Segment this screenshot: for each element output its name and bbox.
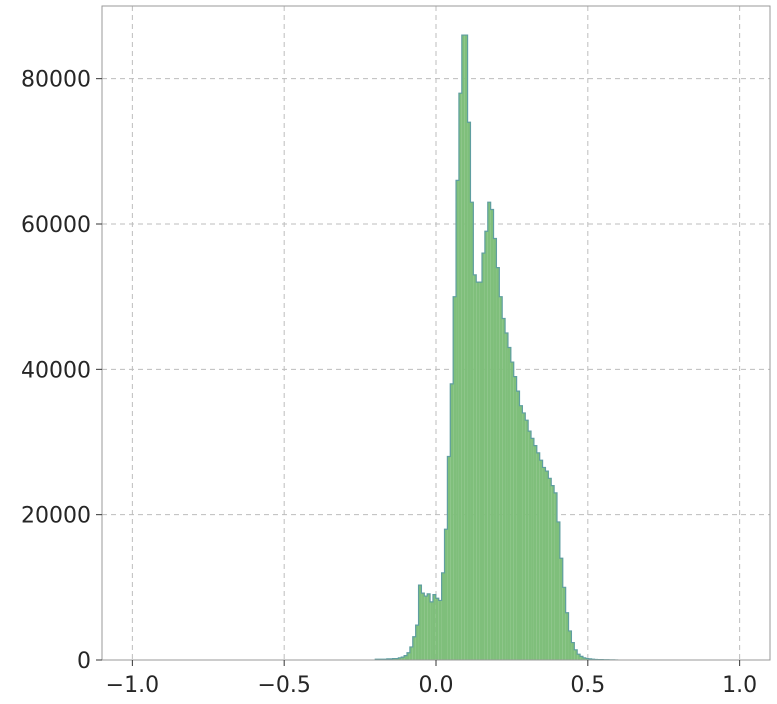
x-tick-label: 1.0 xyxy=(722,673,757,698)
histogram-bar xyxy=(542,467,546,660)
histogram-bar xyxy=(479,282,483,660)
x-tick-label: 0.0 xyxy=(419,673,454,698)
histogram-bar xyxy=(473,274,477,660)
histogram-bar xyxy=(461,35,465,661)
histogram-bar xyxy=(458,93,462,660)
y-tick-label: 40000 xyxy=(21,358,91,383)
histogram-bar xyxy=(556,521,560,660)
histogram-bar xyxy=(441,572,445,660)
histogram-bars xyxy=(374,34,619,661)
histogram-bar xyxy=(418,585,422,660)
histogram-bar xyxy=(536,452,540,660)
histogram-bar xyxy=(401,657,405,660)
y-tick-label: 0 xyxy=(77,649,91,674)
histogram-bar xyxy=(510,362,514,660)
histogram-bar xyxy=(398,657,402,660)
histogram-bar xyxy=(533,445,537,660)
histogram-bar xyxy=(444,529,448,660)
histogram-bar xyxy=(565,612,569,660)
y-tick-label: 80000 xyxy=(21,68,91,93)
x-tick-label: −1.0 xyxy=(106,673,159,698)
histogram-bar xyxy=(467,122,471,661)
histogram-bar xyxy=(507,347,511,660)
histogram-bar xyxy=(577,654,581,660)
histogram-bar xyxy=(493,238,497,661)
histogram-bar xyxy=(568,630,572,660)
histogram-bar xyxy=(525,420,529,660)
x-axis-ticks: −1.0 −0.5 0.0 0.5 1.0 xyxy=(106,660,757,698)
grid-lines xyxy=(102,6,770,660)
histogram-bar xyxy=(476,282,480,660)
histogram-bar xyxy=(519,405,523,660)
histogram-bar xyxy=(435,598,439,660)
histogram-bar xyxy=(522,412,526,660)
histogram-bar xyxy=(545,471,549,660)
histogram-bar xyxy=(585,658,589,660)
histogram-bar xyxy=(424,596,428,660)
x-tick-label: 0.5 xyxy=(570,673,605,698)
histogram-bar xyxy=(421,593,425,660)
histogram-bar xyxy=(407,652,410,660)
histogram-bar xyxy=(502,318,506,660)
histogram-bar xyxy=(453,296,457,660)
histogram-bar xyxy=(456,180,459,660)
histogram-bar xyxy=(551,485,555,660)
histogram-bar xyxy=(447,456,451,660)
x-tick-label: −0.5 xyxy=(257,673,310,698)
histogram-bar xyxy=(496,267,500,660)
histogram-bar xyxy=(562,587,566,660)
histogram-bar xyxy=(432,594,436,660)
histogram-bar xyxy=(582,657,586,660)
histogram-bar xyxy=(484,231,488,660)
histogram-bar xyxy=(499,296,503,660)
histogram-bar xyxy=(548,478,552,660)
histogram-bar xyxy=(490,209,494,660)
y-tick-label: 20000 xyxy=(21,504,91,529)
histogram-bar xyxy=(571,642,575,660)
histogram-bar xyxy=(574,649,578,660)
histogram-bar xyxy=(438,600,442,660)
histogram-outline xyxy=(374,34,619,661)
histogram-bar xyxy=(430,601,433,660)
histogram-bar xyxy=(516,391,520,660)
histogram-bar xyxy=(531,438,534,660)
y-tick-label: 60000 xyxy=(21,213,91,238)
histogram-bar xyxy=(559,558,563,660)
histogram-bar xyxy=(395,658,399,660)
histogram-bar xyxy=(528,431,532,660)
histogram-bar xyxy=(513,376,517,660)
histogram-bar xyxy=(412,636,416,660)
histogram-bar xyxy=(580,656,583,660)
histogram-bar xyxy=(470,202,474,660)
histogram-bar xyxy=(539,460,543,660)
histogram-bar xyxy=(464,35,468,661)
histogram-bar xyxy=(415,625,419,660)
histogram-bar xyxy=(427,593,431,660)
histogram-bar xyxy=(482,253,485,661)
histogram-bar xyxy=(404,655,408,660)
histogram-bar xyxy=(450,383,454,660)
histogram-bar xyxy=(554,492,557,660)
histogram-bar xyxy=(487,202,491,660)
histogram-bar xyxy=(505,333,508,660)
histogram-bar xyxy=(409,646,413,660)
histogram-bar xyxy=(392,658,396,660)
y-axis-ticks: 0 20000 40000 60000 80000 xyxy=(21,68,102,674)
